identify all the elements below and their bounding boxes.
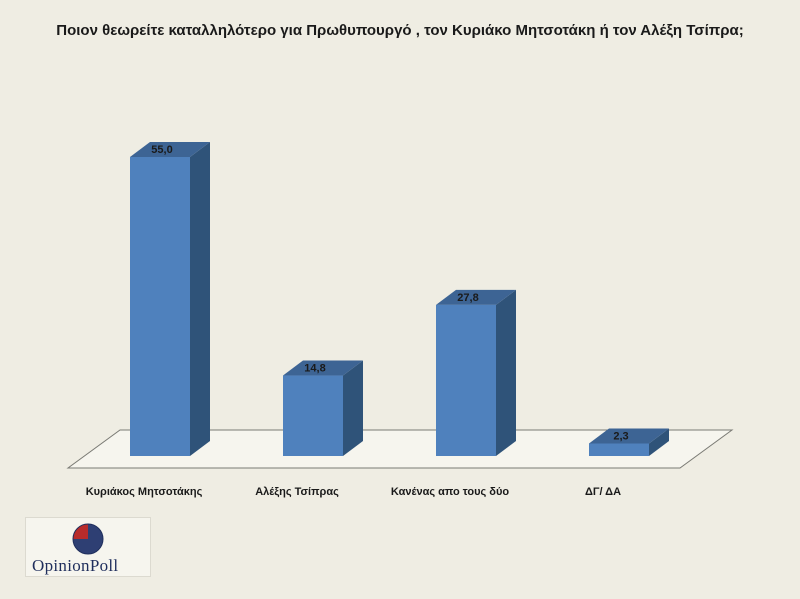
bar	[436, 304, 496, 456]
opinionpoll-logo: OpinionPoll	[25, 517, 151, 577]
category-label: ΔΓ/ ΔΑ	[585, 486, 621, 498]
logo-circle-icon	[72, 523, 104, 555]
bar-top	[283, 360, 363, 376]
floor-plane	[66, 429, 734, 469]
data-label: 27,8	[457, 292, 478, 304]
bar-top	[589, 428, 669, 444]
bar-side	[190, 142, 210, 456]
data-label: 2,3	[613, 430, 628, 442]
bar-side	[343, 360, 363, 456]
category-label: Αλέξης Τσίπρας	[255, 486, 339, 498]
logo-text: OpinionPoll	[32, 556, 119, 575]
bar	[130, 157, 190, 456]
bar-top	[436, 289, 516, 305]
bar-top	[130, 142, 210, 157]
category-label: Κυριάκος Μητσοτάκης	[86, 486, 203, 498]
chart-title: Ποιον θεωρείτε καταλληλότερο για Πρωθυπο…	[56, 22, 744, 39]
bar	[283, 375, 343, 456]
data-label: 55,0	[151, 144, 172, 156]
bar-side	[649, 428, 669, 456]
data-label: 14,8	[304, 363, 325, 375]
bar	[589, 443, 649, 456]
bar-side	[496, 289, 516, 456]
category-label: Κανένας απο τους δύο	[391, 486, 509, 498]
